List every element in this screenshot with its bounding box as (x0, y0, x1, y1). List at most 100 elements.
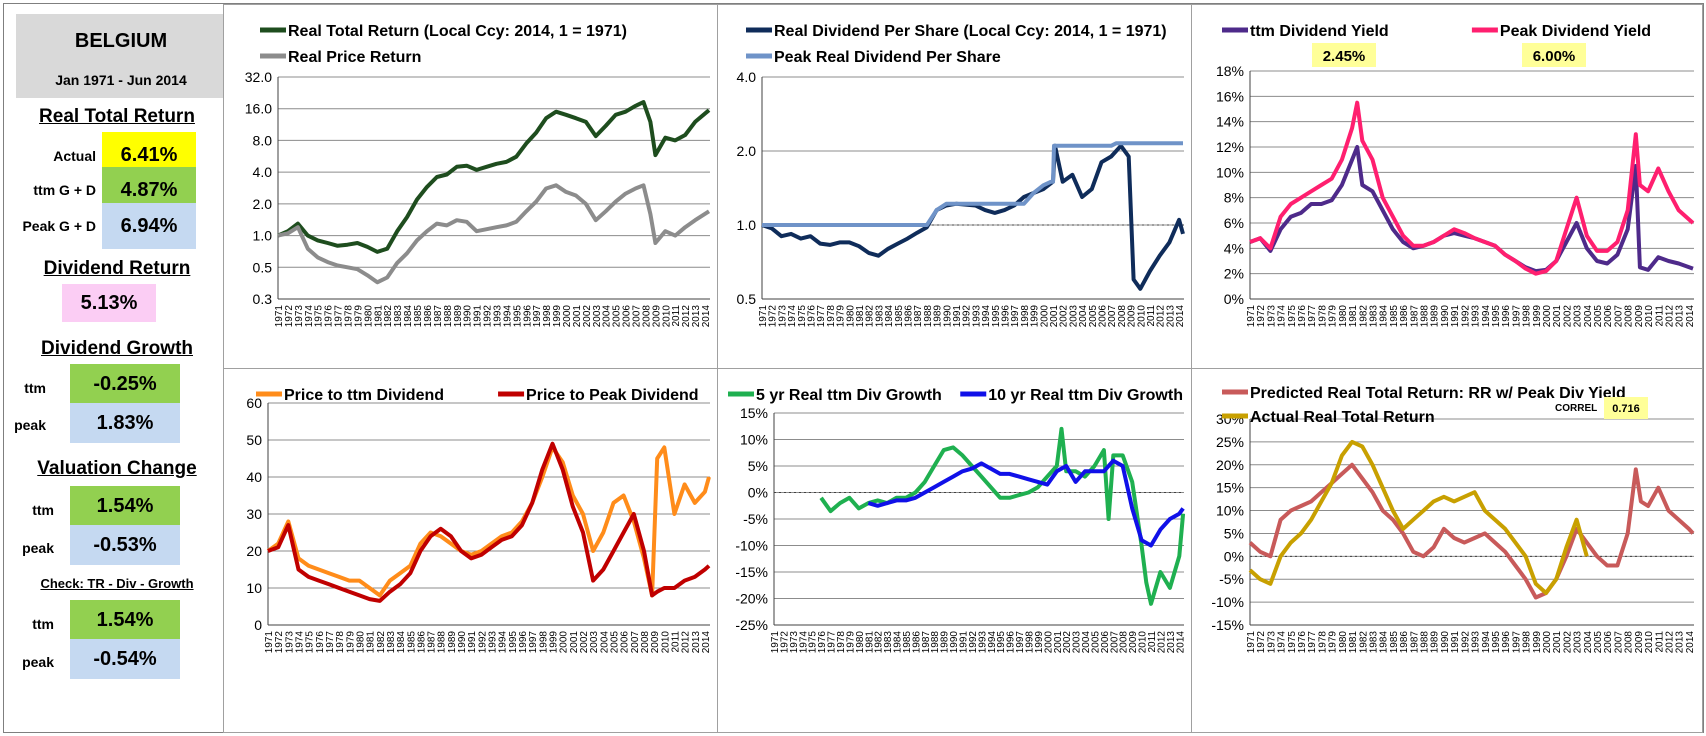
y-tick-label: 10% (1216, 164, 1244, 180)
x-tick-label: 1992 (962, 305, 973, 328)
y-tick-label: -25% (735, 617, 768, 633)
c3-svg: 18%16%14%12%10%8%6%4%2%0%1971 1972 1973 197… (1216, 23, 1696, 328)
x-tick-label: 2013 (691, 631, 702, 654)
x-tick-label: 1978 (836, 631, 847, 654)
x-tick-label: 1991 (1450, 305, 1461, 328)
y-tick-label: 5% (748, 458, 768, 474)
x-tick-label: 1996 (1501, 631, 1512, 654)
x-tick-label: 1993 (971, 305, 982, 328)
x-tick-label: 2003 (1068, 305, 1079, 328)
x-tick-label: 1988 (437, 631, 448, 654)
y-tick-label: 16% (1216, 88, 1244, 104)
legend-label: Predicted Real Total Return: RR w/ Peak … (1250, 385, 1626, 402)
title-box: BELGIUM Jan 1971 - Jun 2014 (16, 14, 226, 98)
y-tick-label: 2.0 (253, 196, 273, 212)
x-tick-label: 2003 (1573, 305, 1584, 328)
yield-callout-box (1312, 43, 1376, 67)
x-tick-label: 2002 (1062, 631, 1073, 654)
ttm-gd-label: ttm G + D (33, 182, 96, 198)
x-tick-label: 1999 (549, 631, 560, 654)
actual-label: Actual (53, 148, 96, 164)
dashboard-frame: BELGIUM Jan 1971 - Jun 2014 Real Total R… (3, 3, 1704, 733)
x-tick-label: 2004 (1078, 305, 1089, 328)
x-tick-label: 1983 (874, 305, 885, 328)
x-tick-label: 1998 (542, 305, 553, 328)
c5-svg: 15%10%5%0%-5%-10%-15%-20%-25%19711972197… (728, 387, 1186, 654)
y-tick-label: -5% (743, 511, 768, 527)
x-tick-label: 1999 (552, 305, 563, 328)
x-tick-label: 2006 (622, 305, 633, 328)
series-line-2 (277, 183, 711, 285)
x-tick-label: 1971 (274, 305, 285, 328)
x-tick-label: 1986 (911, 631, 922, 654)
x-tick-label: 2014 (1685, 631, 1696, 654)
yield-callout-value: 2.45% (1323, 48, 1366, 65)
x-tick-label: 1989 (453, 305, 464, 328)
yield-callout-value: 6.00% (1533, 48, 1576, 65)
series-line-2 (267, 441, 711, 603)
x-tick-label: 1977 (1307, 305, 1318, 328)
x-tick-label: 2013 (691, 305, 702, 328)
legend-label: Actual Real Total Return (1250, 409, 1435, 426)
x-tick-label: 1995 (1491, 631, 1502, 654)
ck-peak-value: -0.54% (70, 639, 180, 679)
predicted-vs-actual-chart: 30% 25% 20% 15% 10% 5% 0% -5% -10% -15% 1971 1972 19… (1191, 368, 1703, 733)
ck-ttm-value: 1.54% (70, 600, 180, 640)
x-tick-label: 2014 (701, 305, 712, 328)
x-tick-label: 1998 (1522, 305, 1533, 328)
x-tick-label: 1972 (1256, 305, 1267, 328)
x-tick-label: 2005 (1088, 305, 1099, 328)
x-tick-label: 1976 (1297, 305, 1308, 328)
x-tick-label: 1980 (355, 631, 366, 654)
y-tick-label: 0% (1224, 548, 1244, 564)
y-tick-label: 16.0 (245, 101, 272, 117)
x-tick-label: 1982 (1358, 631, 1369, 654)
y-tick-label: 12% (1216, 139, 1244, 155)
x-tick-label: 2012 (681, 631, 692, 654)
x-tick-label: 1985 (894, 305, 905, 328)
x-tick-label: 1985 (406, 631, 417, 654)
legend-label: 5 yr Real ttm Div Growth (756, 387, 942, 404)
y-tick-label: -10% (1211, 594, 1244, 610)
x-tick-label: 1985 (1389, 305, 1400, 328)
x-tick-label: 1991 (959, 631, 970, 654)
correl-box (1604, 397, 1648, 419)
x-tick-label: 2001 (1552, 631, 1563, 654)
x-tick-label: 1982 (874, 631, 885, 654)
x-tick-label: 1982 (865, 305, 876, 328)
x-tick-label: 1992 (1460, 631, 1471, 654)
x-tick-label: 1993 (492, 305, 503, 328)
x-tick-label: 1981 (1348, 305, 1359, 328)
x-tick-label: 1988 (443, 305, 454, 328)
x-tick-label: 2011 (1147, 631, 1158, 653)
x-tick-label: 1986 (1399, 631, 1410, 654)
x-tick-label: 2003 (592, 305, 603, 328)
x-tick-label: 2005 (1090, 631, 1101, 654)
c2-svg: 4.0 2.0 1.0 0.51971197219731974197519761977… (737, 23, 1187, 328)
real-total-return-chart: 32.0 16.0 8.0 4.0 2.0 1.0 0.5 0.3 1971 1972 1973 19… (223, 4, 719, 370)
x-tick-label: 1980 (1338, 631, 1349, 654)
x-tick-label: 1996 (1006, 631, 1017, 654)
x-tick-label: 1991 (473, 305, 484, 328)
vc-ttm-value: 1.54% (70, 486, 180, 526)
yield-callout-box (1522, 43, 1586, 67)
x-tick-label: 1977 (816, 305, 827, 328)
x-tick-label: 1996 (522, 305, 533, 328)
x-tick-label: 1974 (798, 631, 809, 654)
y-tick-label: 8% (1224, 190, 1244, 206)
x-tick-label: 1988 (923, 305, 934, 328)
series-line-1 (266, 445, 711, 598)
x-tick-label: 2006 (1603, 631, 1614, 654)
x-tick-label: 1972 (1256, 631, 1267, 654)
series-line-2 (762, 141, 1183, 227)
vc-peak-value: -0.53% (70, 525, 180, 565)
x-tick-label: 1981 (1348, 631, 1359, 654)
x-tick-label: 1993 (1471, 305, 1482, 328)
x-tick-label: 1984 (1379, 305, 1390, 328)
x-tick-label: 2007 (632, 305, 643, 328)
x-tick-label: 1999 (1034, 631, 1045, 654)
x-tick-label: 1988 (930, 631, 941, 654)
x-tick-label: 1998 (1020, 305, 1031, 328)
x-tick-label: 2003 (589, 631, 600, 654)
x-tick-label: 1994 (498, 631, 509, 654)
